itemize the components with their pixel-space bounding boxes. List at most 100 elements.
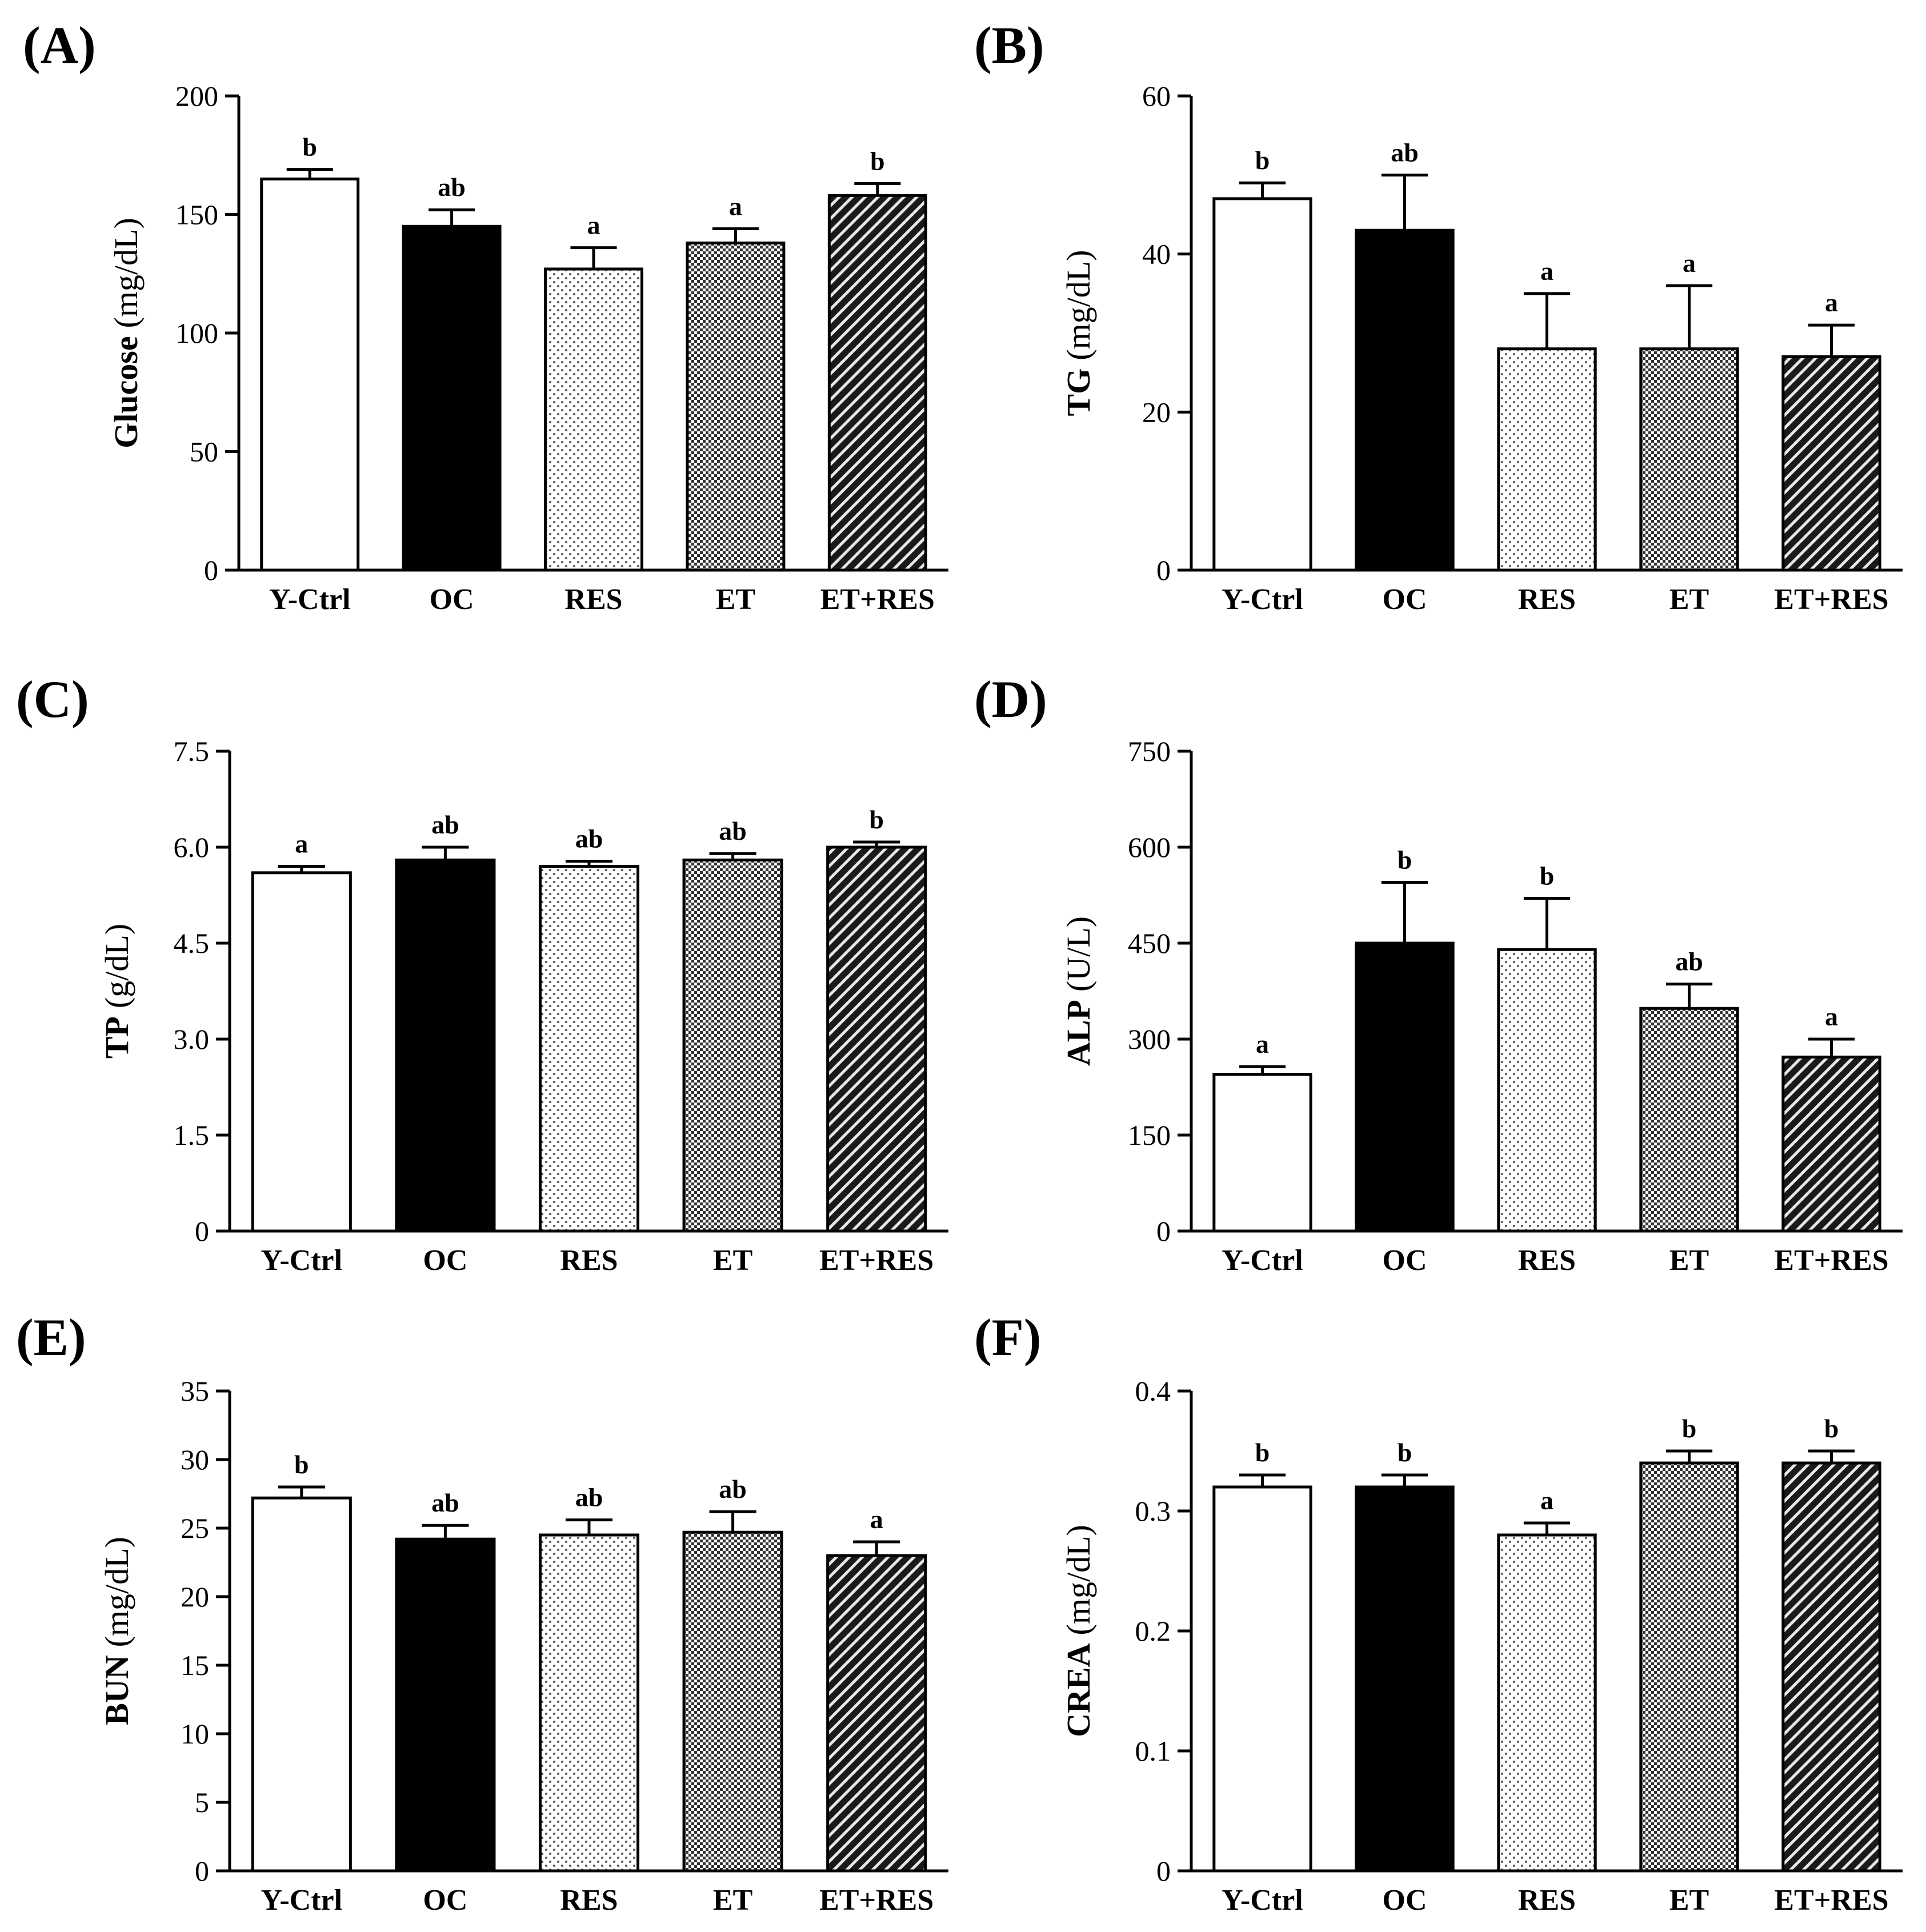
- significance-label: a: [1825, 288, 1838, 317]
- y-tick-label: 0: [1156, 1855, 1171, 1887]
- y-axis-title-name: CREA: [1060, 1643, 1097, 1737]
- panel-a: (A)050100150200Glucose(mg/dL)bY-CtrlabOC…: [23, 16, 948, 616]
- y-axis-title-name: TG: [1060, 368, 1097, 416]
- bar-oc: [1355, 1485, 1455, 1873]
- y-tick-label: 10: [181, 1718, 209, 1750]
- x-category-label: Y-Ctrl: [1222, 1244, 1303, 1277]
- significance-label: b: [1255, 1438, 1270, 1467]
- bar-oc: [402, 225, 502, 572]
- y-tick-label: 0: [195, 1855, 209, 1887]
- significance-label: ab: [431, 1488, 459, 1517]
- x-category-label: ET+RES: [820, 583, 935, 616]
- y-axis-title-name: TP: [98, 1016, 135, 1059]
- x-category-label: Y-Ctrl: [269, 583, 351, 616]
- bar-res: [538, 865, 640, 1233]
- y-tick-label: 25: [181, 1512, 209, 1544]
- bar-et-res: [827, 194, 927, 572]
- x-category-label: RES: [560, 1244, 618, 1277]
- panel-label: (A): [23, 16, 96, 74]
- significance-label: a: [295, 829, 308, 859]
- bar-oc: [1355, 941, 1455, 1233]
- significance-label: ab: [719, 816, 747, 845]
- bar-et: [682, 1530, 783, 1873]
- y-tick-label: 200: [175, 80, 218, 112]
- y-tick-label: 0: [1156, 1215, 1171, 1247]
- y-tick-label: 50: [190, 436, 218, 468]
- bar-et-res: [826, 845, 927, 1233]
- bar-res: [1497, 1533, 1597, 1873]
- x-category-label: ET: [1669, 583, 1709, 616]
- panel-f: (F) 0 0.1 0.2 0.3 0.4 CREA (mg/dL) b Y-Ctrl b OC a RE…: [974, 1308, 1903, 1917]
- x-category-label: ET+RES: [1774, 583, 1888, 616]
- y-axis-title-unit: (U/L): [1060, 916, 1097, 992]
- y-tick-label: 600: [1128, 831, 1171, 863]
- significance-label: b: [1682, 1414, 1697, 1443]
- x-category-label: ET: [716, 583, 755, 616]
- significance-label: ab: [575, 824, 603, 853]
- panel-d: (D) 0 150 300 450 600 750 ALP (U/L) a Y-Ctrl b OC b RE…: [974, 670, 1903, 1277]
- x-category-label: Y-Ctrl: [1222, 583, 1303, 616]
- y-tick-label: 100: [175, 317, 218, 349]
- y-axis-title: TP (g/dL): [98, 924, 135, 1059]
- y-tick-label: 0: [195, 1215, 209, 1247]
- y-tick-label: 15: [181, 1649, 209, 1681]
- y-tick-label: 450: [1128, 927, 1171, 959]
- y-axis-title-name: ALP: [1060, 1000, 1097, 1066]
- y-axis-title: ALP (U/L): [1060, 916, 1097, 1066]
- panel-e: (E) 0 5 10 15 20 25 30 35 BUN (mg/dL) b Y-Ctrl ab OC ab…: [16, 1308, 948, 1917]
- bar-et: [1639, 1461, 1739, 1873]
- significance-label: b: [1824, 1414, 1839, 1443]
- bar-res: [1497, 347, 1597, 572]
- x-category-label: OC: [430, 583, 474, 616]
- significance-label: a: [1540, 1486, 1553, 1515]
- panel-label: (C): [16, 670, 89, 728]
- bar-res: [1497, 948, 1597, 1233]
- y-tick-label: 150: [175, 199, 218, 231]
- y-tick-label: 35: [181, 1375, 209, 1407]
- y-axis-title: BUN (mg/dL): [98, 1537, 135, 1725]
- bar-y-ctrl: [260, 177, 360, 572]
- y-axis-title-unit: (g/dL): [98, 924, 135, 1008]
- bar-res: [544, 267, 643, 572]
- panel-label: (D): [974, 670, 1047, 728]
- significance-label: b: [869, 805, 884, 834]
- y-tick-label: 20: [1142, 396, 1171, 428]
- bar-et: [682, 858, 783, 1233]
- panel-label: (F): [974, 1308, 1041, 1366]
- significance-label: ab: [431, 810, 459, 839]
- significance-label: b: [1540, 861, 1555, 891]
- x-category-label: RES: [1518, 1244, 1576, 1277]
- bar-y-ctrl: [251, 871, 352, 1233]
- y-tick-label: 5: [195, 1786, 209, 1818]
- bar-et: [1639, 347, 1739, 572]
- x-category-label: ET: [713, 1244, 752, 1277]
- x-category-label: RES: [560, 1884, 618, 1917]
- significance-label: b: [302, 133, 317, 162]
- significance-label: b: [1255, 146, 1270, 175]
- bar-et-res: [826, 1554, 927, 1873]
- significance-label: ab: [575, 1483, 603, 1512]
- x-category-label: ET: [1669, 1884, 1709, 1917]
- significance-label: ab: [1675, 947, 1703, 976]
- significance-label: a: [1256, 1029, 1269, 1059]
- panel-c: (C) 0 1.5 3.0 4.5 6.0 7.5 TP (g/dL) a Y-Ctrl ab OC ab…: [16, 670, 948, 1277]
- x-category-label: OC: [1383, 1884, 1427, 1917]
- bar-y-ctrl: [1212, 1485, 1312, 1873]
- x-category-label: ET+RES: [819, 1884, 934, 1917]
- x-category-label: RES: [1518, 583, 1576, 616]
- bar-y-ctrl: [251, 1496, 352, 1873]
- y-axis-title-name: BUN: [98, 1655, 135, 1725]
- significance-label: a: [729, 191, 742, 221]
- bar-oc: [395, 1537, 496, 1873]
- x-category-label: ET+RES: [1774, 1244, 1888, 1277]
- significance-label: a: [1825, 1002, 1838, 1031]
- x-category-label: OC: [423, 1244, 467, 1277]
- bar-oc: [395, 858, 496, 1233]
- y-tick-label: 30: [181, 1444, 209, 1476]
- significance-label: b: [870, 147, 885, 176]
- y-tick-label: 0: [204, 554, 218, 586]
- x-category-label: ET+RES: [819, 1244, 934, 1277]
- y-tick-label: 750: [1128, 735, 1171, 767]
- panel-label: (E): [16, 1308, 86, 1366]
- x-category-label: Y-Ctrl: [1222, 1884, 1303, 1917]
